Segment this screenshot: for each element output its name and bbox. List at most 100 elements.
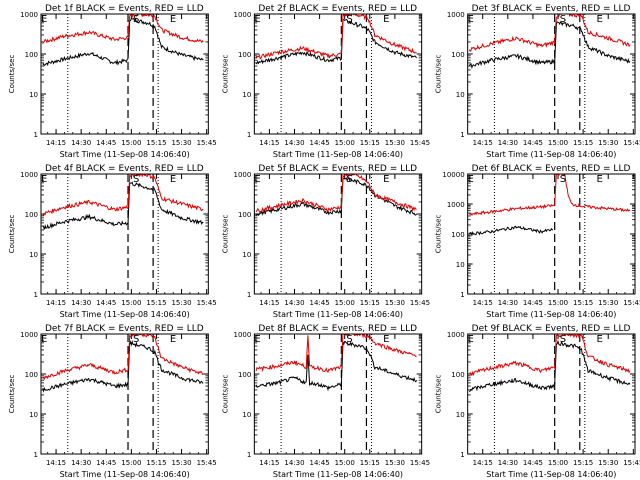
chart-title: Det 6f BLACK = Events, RED = LLD — [472, 164, 631, 174]
y-axis-label: Counts/sec — [221, 55, 229, 94]
x-tick-label: 14:30 — [71, 459, 91, 467]
x-tick-label: 15:45 — [623, 139, 640, 147]
chart-title: Det 2f BLACK = Events, RED = LLD — [258, 4, 417, 14]
x-axis-label: Start Time (11-Sep-08 14:06:40) — [60, 150, 190, 159]
y-tick-label: 1000 — [20, 171, 38, 179]
x-tick-label: 15:45 — [623, 299, 640, 307]
x-tick-label: 14:15 — [473, 459, 493, 467]
y-tick-label: 1000 — [447, 331, 465, 339]
x-tick-label: 14:45 — [96, 139, 116, 147]
event-marker-label: S — [346, 14, 352, 25]
event-marker-label: S — [346, 334, 352, 345]
y-tick-label: 10 — [242, 91, 251, 99]
x-tick-label: 14:30 — [498, 139, 518, 147]
chart-panel-3: Det 3f BLACK = Events, RED = LLD Counts/s… — [435, 4, 640, 159]
y-tick-label: 1 — [460, 291, 464, 299]
y-tick-label: 1000 — [447, 11, 465, 19]
chart-panel-5: Det 5f BLACK = Events, RED = LLD Counts/s… — [221, 164, 430, 319]
y-tick-label: 100 — [451, 371, 464, 379]
y-tick-label: 1000 — [234, 11, 252, 19]
lld-series-line — [255, 174, 417, 213]
chart-title: Det 7f BLACK = Events, RED = LLD — [45, 324, 204, 334]
y-tick-label: 100 — [25, 51, 38, 59]
x-tick-label: 15:15 — [360, 139, 380, 147]
y-tick-label: 1 — [34, 291, 38, 299]
y-axis-label: Counts/sec — [221, 215, 229, 254]
event-marker-label: E — [383, 14, 389, 25]
events-series-line — [468, 339, 631, 393]
x-tick-label: 14:45 — [96, 299, 116, 307]
x-tick-label: 15:45 — [410, 459, 430, 467]
event-marker-label: E — [468, 14, 474, 25]
event-marker-label: S — [560, 174, 566, 185]
chart-panel-8: Det 8f BLACK = Events, RED = LLD Counts/s… — [221, 324, 430, 479]
y-tick-label: 100 — [25, 211, 38, 219]
event-marker-label: E — [383, 174, 389, 185]
y-tick-label: 10 — [29, 91, 38, 99]
x-tick-label: 15:30 — [385, 139, 405, 147]
x-tick-label: 15:30 — [385, 299, 405, 307]
chart-panel-1: Det 1f BLACK = Events, RED = LLD Counts/s… — [8, 4, 217, 159]
y-tick-label: 100 — [25, 371, 38, 379]
x-tick-label: 15:00 — [335, 299, 355, 307]
events-series-line — [468, 225, 554, 237]
events-series-line — [42, 340, 204, 393]
y-axis-label: Counts/sec — [8, 55, 16, 94]
chart-title: Det 3f BLACK = Events, RED = LLD — [472, 4, 631, 14]
x-tick-label: 15:30 — [385, 459, 405, 467]
x-tick-label: 14:45 — [523, 459, 543, 467]
y-axis-label: Counts/sec — [435, 215, 443, 254]
x-axis-label: Start Time (11-Sep-08 14:06:40) — [486, 150, 616, 159]
x-tick-label: 14:15 — [259, 459, 279, 467]
y-tick-label: 10 — [29, 251, 38, 259]
chart-title: Det 1f BLACK = Events, RED = LLD — [45, 4, 204, 14]
events-series-line — [255, 176, 417, 216]
lld-series-line — [468, 334, 631, 377]
y-axis-label: Counts/sec — [435, 55, 443, 94]
event-marker-label: E — [597, 334, 603, 345]
x-tick-label: 15:00 — [548, 299, 568, 307]
event-marker-label: S — [560, 334, 566, 345]
x-tick-label: 15:00 — [548, 459, 568, 467]
y-tick-label: 1000 — [20, 331, 38, 339]
x-tick-label: 15:00 — [121, 459, 141, 467]
y-tick-label: 1000 — [20, 11, 38, 19]
y-tick-label: 10 — [242, 251, 251, 259]
lld-series-line — [468, 174, 631, 216]
x-tick-label: 14:30 — [71, 299, 91, 307]
x-tick-label: 14:45 — [309, 139, 329, 147]
y-tick-label: 1 — [34, 451, 38, 459]
plot-frame — [40, 333, 209, 455]
lld-series-line — [255, 334, 417, 373]
x-tick-label: 14:15 — [259, 299, 279, 307]
plot-frame — [253, 173, 423, 295]
y-axis-label: Counts/sec — [221, 375, 229, 414]
y-tick-label: 100 — [238, 371, 251, 379]
x-tick-label: 15:15 — [573, 139, 593, 147]
x-tick-label: 14:30 — [498, 299, 518, 307]
event-marker-label: E — [468, 174, 474, 185]
plot-frame — [467, 333, 636, 455]
x-tick-label: 15:00 — [548, 139, 568, 147]
y-tick-label: 1 — [247, 131, 251, 139]
x-tick-label: 15:45 — [197, 459, 217, 467]
plot-frame — [253, 333, 423, 455]
y-tick-label: 100 — [451, 51, 464, 59]
x-tick-label: 15:45 — [410, 299, 430, 307]
events-series-line — [255, 340, 418, 392]
chart-title: Det 5f BLACK = Events, RED = LLD — [258, 164, 417, 174]
event-marker-label: E — [41, 174, 47, 185]
x-tick-label: 15:30 — [598, 139, 618, 147]
chart-panel-2: Det 2f BLACK = Events, RED = LLD Counts/s… — [221, 4, 430, 159]
lld-series-line — [468, 14, 631, 53]
plot-frame — [40, 13, 209, 135]
x-axis-label: Start Time (11-Sep-08 14:06:40) — [273, 150, 403, 159]
y-tick-label: 10 — [29, 411, 38, 419]
x-tick-label: 15:00 — [121, 299, 141, 307]
event-marker-label: E — [383, 334, 389, 345]
x-axis-label: Start Time (11-Sep-08 14:06:40) — [486, 470, 616, 479]
chart-panel-9: Det 9f BLACK = Events, RED = LLD Counts/s… — [435, 324, 640, 479]
chart-panel-7: Det 7f BLACK = Events, RED = LLD Counts/s… — [8, 324, 217, 479]
x-tick-label: 14:15 — [473, 139, 493, 147]
